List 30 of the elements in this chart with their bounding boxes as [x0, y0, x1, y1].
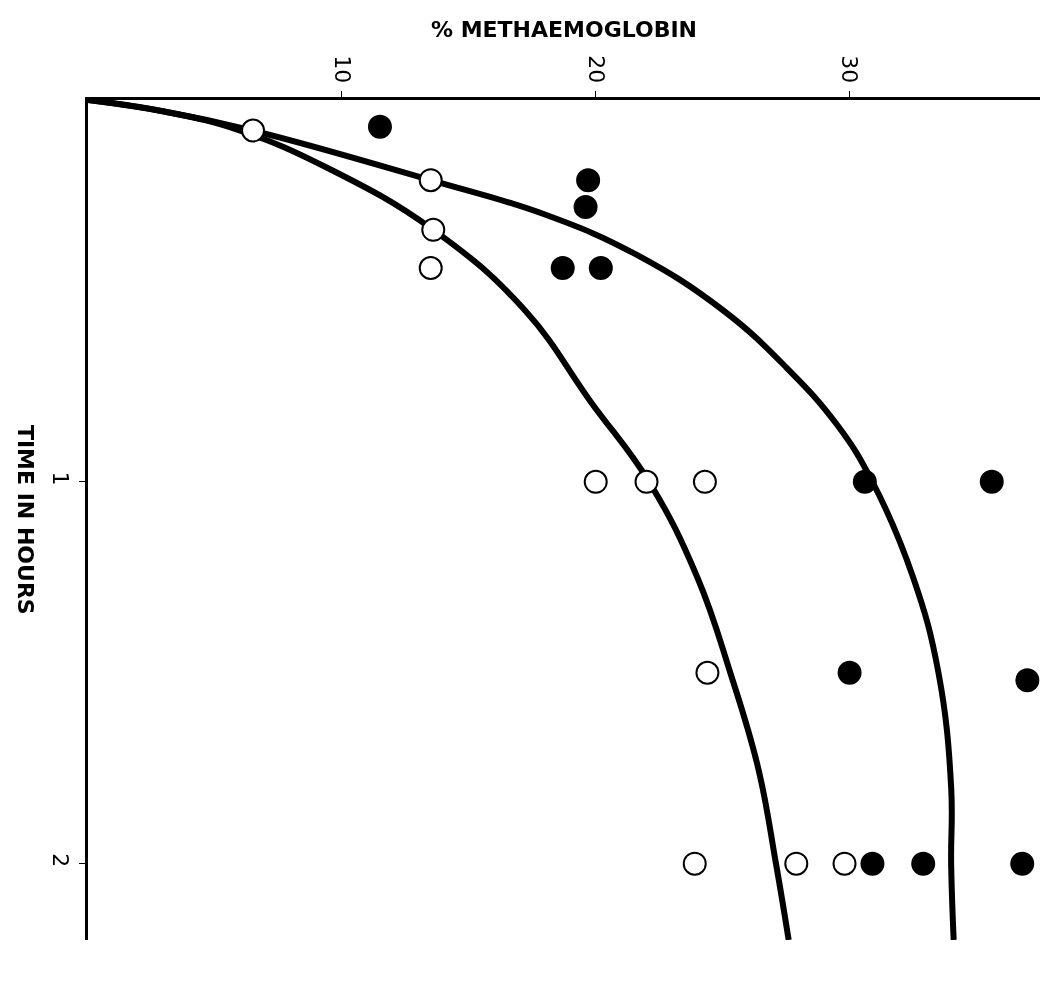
- point: [550, 256, 575, 280]
- point: [682, 851, 707, 876]
- x-tick-label: 20: [583, 55, 609, 84]
- point: [695, 660, 720, 685]
- point: [911, 851, 936, 876]
- point: [832, 851, 857, 876]
- point: [692, 469, 717, 494]
- point: [418, 168, 443, 193]
- y-tick-label: 1: [47, 471, 73, 486]
- point: [241, 118, 266, 143]
- point: [860, 851, 885, 876]
- point: [418, 256, 443, 280]
- point: [367, 114, 392, 139]
- point: [573, 194, 598, 219]
- point: [852, 469, 877, 494]
- x-tick-label: 10: [329, 55, 355, 84]
- point: [1010, 851, 1035, 876]
- point: [421, 217, 446, 242]
- point: [588, 256, 613, 280]
- point: [1015, 668, 1040, 693]
- point: [837, 660, 862, 685]
- y-axis-title: TIME IN HOURS: [13, 424, 39, 615]
- y-tick-label: 2: [47, 853, 73, 868]
- point: [784, 851, 809, 876]
- x-tick-label: 30: [837, 55, 863, 84]
- point: [583, 469, 608, 494]
- point: [576, 168, 601, 193]
- x-axis-title: % METHAEMOGLOBIN: [430, 17, 698, 43]
- point: [979, 469, 1004, 494]
- point: [634, 469, 659, 494]
